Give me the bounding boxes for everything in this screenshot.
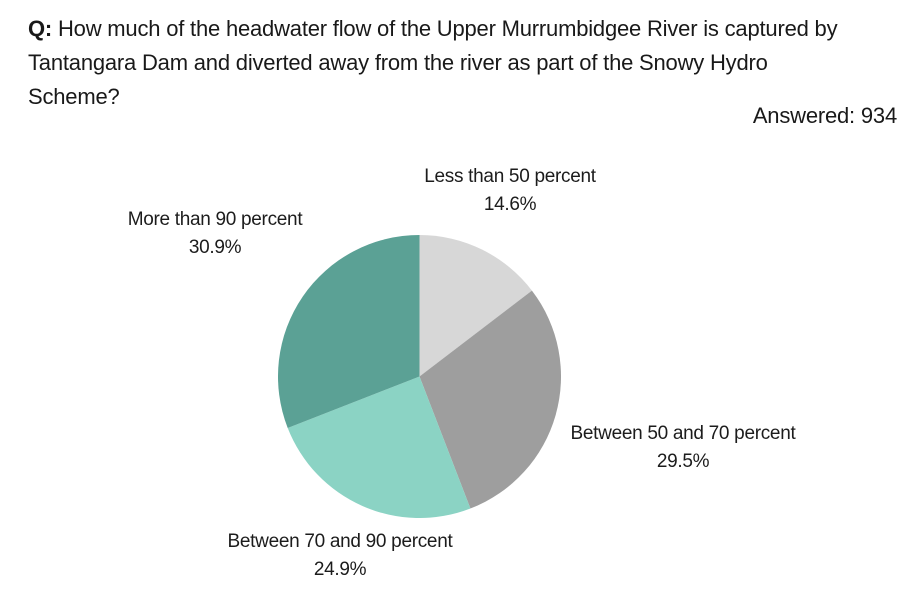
slice-pct-text: 14.6% [483,194,537,215]
pie-slice-2[interactable] [287,376,471,519]
slice-label-less-than-50: Less than 50 percent 14.6% [424,163,596,219]
slice-label-between-70-90: Between 70 and 90 percent 24.9% [228,528,453,584]
slice-label-more-than-90: More than 90 percent 30.9% [128,206,303,262]
slice-label-between-50-70: Between 50 and 70 percent 29.5% [571,420,796,476]
slice-label-text: Less than 50 percent [424,166,596,187]
slice-pct-text: 30.9% [188,237,242,258]
pie-chart [278,235,561,518]
slice-pct-text: 24.9% [313,559,367,580]
slice-pct-text: 29.5% [656,451,710,472]
question-body: How much of the headwater flow of the Up… [28,16,838,109]
question-prefix: Q: [28,16,53,41]
question-text: Q: How much of the headwater flow of the… [28,12,856,114]
slice-label-text: Between 70 and 90 percent [227,531,453,552]
pie-slice-3[interactable] [278,235,420,429]
slice-label-text: More than 90 percent [127,209,303,230]
slice-label-text: Between 50 and 70 percent [570,423,796,444]
pie-slice-1[interactable] [419,290,562,509]
answered-count: Answered: 934 [752,103,897,128]
pie-slice-0[interactable] [419,235,532,377]
pie-chart-svg [278,235,561,518]
